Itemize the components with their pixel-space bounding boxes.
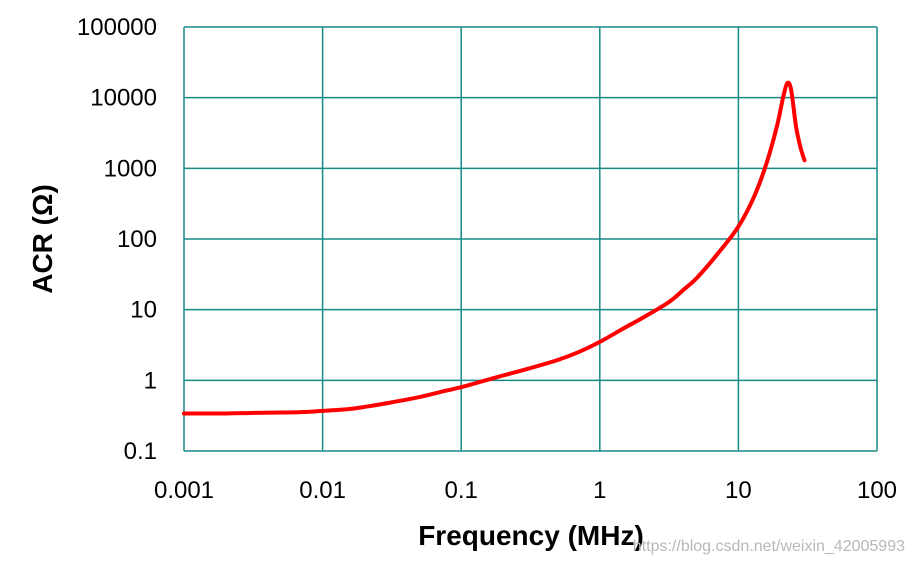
x-tick-label: 0.001 xyxy=(154,477,214,504)
y-tick-label: 10000 xyxy=(90,85,157,112)
x-tick-label: 0.01 xyxy=(299,477,346,504)
grid xyxy=(183,26,878,452)
x-tick-label: 0.1 xyxy=(445,477,478,504)
watermark-text: https://blog.csdn.net/weixin_42005993 xyxy=(633,538,905,555)
y-tick-label: 1000 xyxy=(104,155,157,182)
x-tick-label: 1 xyxy=(593,477,606,504)
x-tick-label: 100 xyxy=(857,477,897,504)
y-tick-label: 100000 xyxy=(77,14,157,41)
x-axis-ticks: 0.001 0.01 0.1 1 10 100 xyxy=(154,477,897,504)
y-tick-label: 10 xyxy=(130,297,157,324)
x-axis-title: Frequency (MHz) xyxy=(418,520,644,551)
y-axis-title: ACR (Ω) xyxy=(27,184,58,294)
y-tick-label: 0.1 xyxy=(124,438,157,465)
y-tick-label: 100 xyxy=(117,226,157,253)
x-tick-label: 10 xyxy=(725,477,752,504)
series-layer xyxy=(182,80,807,416)
y-tick-label: 1 xyxy=(144,367,157,394)
y-axis-ticks: 0.1 1 10 100 1000 10000 100000 xyxy=(77,14,157,465)
acr-series-line xyxy=(182,80,807,416)
